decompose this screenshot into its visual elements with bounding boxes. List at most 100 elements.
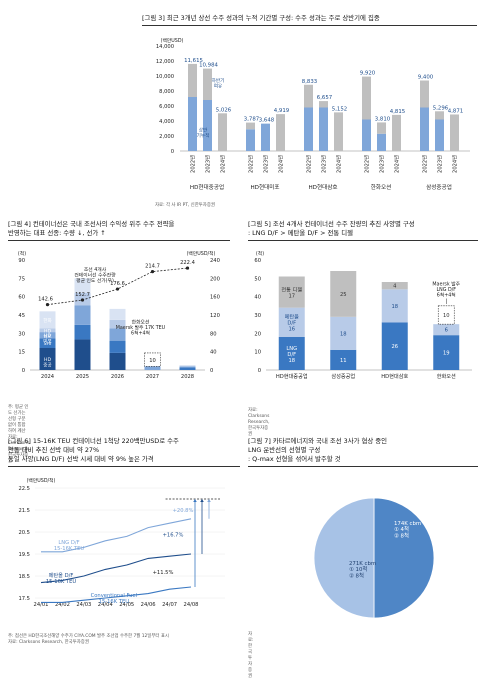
fig4-ytick-right: 120 [210, 313, 220, 319]
fig5-bar-segment [433, 335, 460, 370]
fig4-bar-segment [109, 328, 126, 341]
fig4-maersk-box [144, 352, 161, 367]
fig7-chart: 174K cbm ① 4척 ② 8척 271K cbm ① 10척 ② 8척 [313, 497, 435, 619]
fig7-source: 자료: 한국투자증권 [248, 632, 254, 679]
fig3-bar-h2 [362, 76, 371, 120]
fig6-source: 주: 점선은 HD한국조선해양 수주가 CIYA.COM 발주 조선업 수주한 … [8, 634, 169, 645]
fig7-pie-slice [373, 497, 435, 619]
fig4-ytick-right: 160 [210, 295, 220, 301]
fig5-segment-label: 4 [393, 284, 397, 290]
fig3-bar-label: 8,833 [302, 79, 317, 85]
fig6-ytick: 20.5 [18, 530, 30, 536]
fig4-ytick-left: 0 [22, 368, 25, 374]
fig3-bar-label: 9,920 [360, 71, 376, 77]
fig4-ytick-left: 30 [18, 331, 25, 337]
fig4-segment-label: 한화 [43, 318, 52, 324]
fig4-source: 주: 평균 인도 선가는 선형 구분없이 통합하여 계산 자료: Clarkso… [8, 405, 30, 464]
fig3-bar-label: 4,919 [274, 108, 290, 114]
fig4-xtick: 2027 [146, 374, 159, 380]
fig4-segment-label: SHI [44, 341, 52, 347]
fig3-xtick: 2023년 [262, 155, 270, 173]
fig3-title: [그림 3] 최근 3개년 상선 수주 성과의 누적 기간별 구성: 수주 성과… [142, 14, 380, 22]
fig4-ytick-left: 75 [18, 276, 25, 282]
fig4-ytick-right: 80 [210, 331, 217, 337]
fig5-segment-label: 6 [445, 328, 448, 334]
fig3-bar-h1 [304, 107, 313, 151]
fig3-bar-label: 4,815 [390, 109, 405, 115]
fig3-ytick: 12,000 [156, 59, 174, 65]
fig3-annot-h2: 하반기 여유 [212, 77, 225, 89]
fig6-title: [그림 6] 15-16K TEU 컨테이너선 1척당 220백만USD로 수주… [8, 437, 179, 463]
fig3-xtick: 2024년 [277, 155, 285, 173]
fig3-bar-h1 [392, 114, 401, 151]
fig3-bar-label: 5,026 [216, 107, 232, 113]
fig5-segment-label: 18 [340, 331, 347, 337]
fig6-xtick: 24/06 [141, 602, 156, 608]
fig4-ytick-right: 40 [210, 350, 217, 356]
fig3-bar-label: 9,400 [418, 75, 434, 81]
fig4-ytick-right: 0 [210, 368, 213, 374]
fig4-bar-segment [179, 365, 196, 367]
fig4-bar-segment [39, 328, 56, 333]
fig5-xtick: HD현대삼호 [381, 372, 408, 380]
fig3-xtick: 2023년 [378, 155, 386, 173]
fig4-ytick-left: 45 [18, 313, 25, 319]
fig6-annot-lng: +20.8% [173, 508, 194, 514]
fig3-bar-h2 [304, 84, 313, 108]
fig3-xtick: 2023년 [204, 155, 212, 173]
fig3-bar-h1 [450, 114, 459, 151]
fig6-annot-conventional: +11.5% [153, 570, 174, 576]
fig6-legend-methanol: 메탄올 D/F 15-16K TEU [46, 571, 77, 585]
fig4-price-label: 142.6 [38, 297, 53, 303]
fig5-bar-segment [278, 307, 305, 337]
fig4-bar-segment [39, 311, 56, 329]
fig4-ytick-left: 60 [18, 295, 25, 301]
fig3-bar-h1 [188, 97, 197, 151]
fig6-ytick: 19.5 [18, 552, 30, 558]
fig5-ytick: 20 [254, 331, 261, 337]
fig3-bar-h2 [435, 111, 444, 120]
fig4-segment-label: HD 중공 [43, 357, 51, 368]
fig3-bar-h2 [420, 80, 429, 108]
fig3-bar-label: 3,648 [259, 118, 275, 124]
fig7-title: [그림 7] 카타르에너지와 국내 조선 3사가 협상 중인 LNG 운반선의 … [248, 437, 388, 463]
fig6-unit: (백만USD/척) [27, 477, 56, 484]
fig4-bar-segment [74, 278, 91, 293]
fig4-chart: 0 15 30 45 60 75 90 0 40 80 120 160 200 240 (척) (백만USD/… [18, 250, 220, 380]
fig6-xtick: 24/07 [162, 602, 177, 608]
fig3-bar-h1 [276, 114, 285, 151]
fig3-bar-label: 3,810 [375, 116, 391, 122]
fig5-xtick: 삼성중공업 [331, 372, 355, 380]
fig5-chart: 0 10 20 30 40 50 60(척) LNG D/F 18 메탄올 D/F 16 전통 디젤 17 H… [254, 250, 472, 380]
fig5-segment-label: 19 [443, 351, 450, 357]
fig3-ytick: 14,000 [156, 44, 174, 50]
fig3-unit: (백만USD) [161, 37, 184, 44]
fig4-segment-label: HD 미포 [43, 333, 51, 344]
fig3-xtick: 2022년 [189, 155, 197, 173]
fig6-legend-conventional: Conventional Fuel 15-16K TEU [91, 593, 137, 605]
fig3-xtick: 2023년 [320, 155, 328, 173]
fig5-segment-label: 25 [340, 292, 347, 298]
fig3-bar-label: 11,615 [184, 58, 203, 64]
fig4-ytick-left: 15 [18, 350, 25, 356]
fig5-ytick: 60 [254, 258, 261, 264]
fig4-bar-segment [74, 305, 91, 325]
fig6-xtick: 24/02 [55, 602, 70, 608]
fig4-ytick-right: 200 [210, 276, 220, 282]
fig6-series-line [41, 586, 192, 603]
fig3-bar-h1 [377, 133, 386, 151]
fig4-price-label: 152.7 [75, 292, 90, 298]
fig4-price-point [150, 269, 155, 274]
fig4-bar-segment [74, 339, 91, 370]
fig6-xtick: 24/03 [76, 602, 91, 608]
fig3-bar-h1 [319, 107, 328, 151]
fig4-bar-segment [109, 352, 126, 370]
fig3-bar-label: 5,296 [433, 105, 449, 111]
fig5-bar-segment [437, 305, 455, 325]
fig5-bar-segment [381, 322, 408, 370]
fig3-bar-h2 [319, 101, 328, 108]
fig4-bar-segment [144, 366, 161, 370]
fig6-arrowhead [207, 499, 211, 502]
fig4-unit-left: (척) [18, 250, 26, 257]
fig4-price-point [185, 266, 190, 270]
